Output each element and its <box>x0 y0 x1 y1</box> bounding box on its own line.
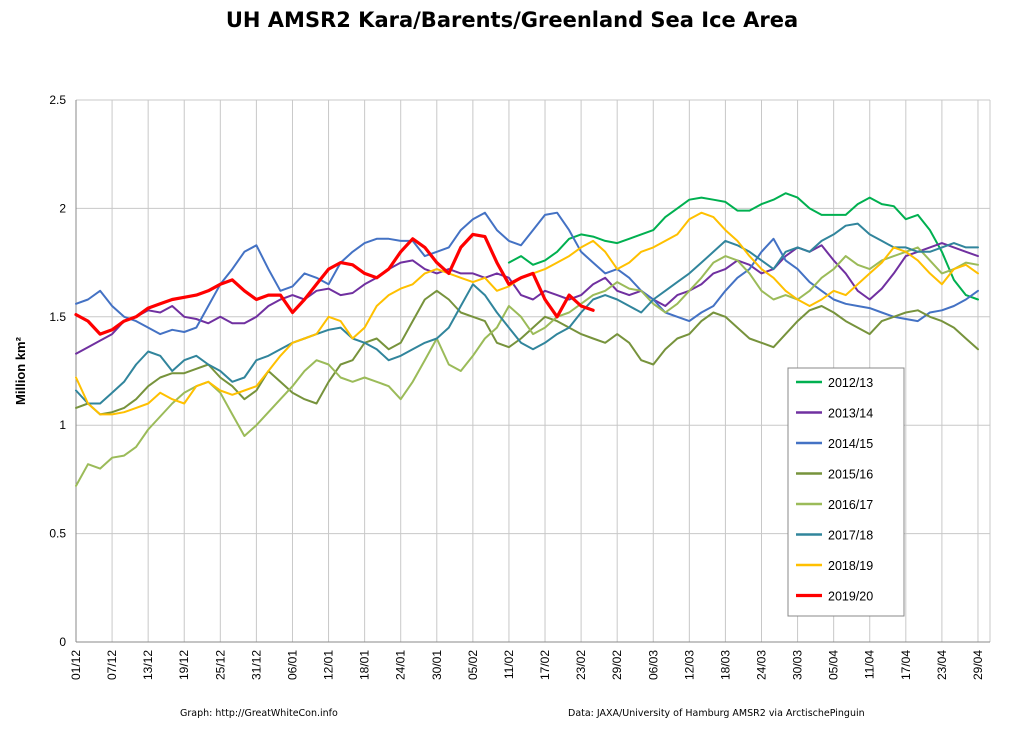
legend-label: 2014/15 <box>828 437 873 451</box>
data-credit: Data: JAXA/University of Hamburg AMSR2 v… <box>568 708 865 719</box>
x-tick-label: 05/02 <box>466 650 480 680</box>
x-tick-label: 05/04 <box>827 650 841 680</box>
series-line-2014-15 <box>75 211 979 336</box>
x-tick-label: 19/12 <box>177 650 191 680</box>
x-tick-label: 18/01 <box>358 650 372 680</box>
x-tick-label: 12/01 <box>322 650 336 680</box>
x-tick-label: 30/03 <box>791 650 805 680</box>
x-tick-label: 06/03 <box>646 650 660 680</box>
x-tick-label: 29/02 <box>610 650 624 680</box>
y-tick-label: 0.5 <box>49 527 66 541</box>
x-tick-label: 17/04 <box>899 650 913 680</box>
x-tick-label: 23/04 <box>935 650 949 680</box>
legend-label: 2019/20 <box>828 590 873 604</box>
x-tick-label: 29/04 <box>971 650 985 680</box>
legend-label: 2018/19 <box>828 559 873 573</box>
x-tick-label: 11/02 <box>502 650 516 679</box>
series-line-2015-16 <box>75 289 979 416</box>
x-tick-label: 24/03 <box>755 650 769 680</box>
x-tick-label: 30/01 <box>430 650 444 680</box>
y-tick-label: 0 <box>59 635 66 649</box>
x-tick-label: 31/12 <box>249 650 263 680</box>
graph-credit: Graph: http://GreatWhiteCon.info <box>180 708 338 719</box>
x-tick-label: 01/12 <box>69 650 83 680</box>
y-tick-label: 2.5 <box>49 93 66 107</box>
legend-label: 2015/16 <box>828 468 873 482</box>
x-tick-label: 25/12 <box>213 650 227 680</box>
series-line-2012-13 <box>507 192 979 301</box>
series-line-2019-20 <box>74 232 595 336</box>
legend-label: 2017/18 <box>828 529 873 543</box>
y-tick-label: 1 <box>59 418 66 432</box>
legend-label: 2016/17 <box>828 498 873 512</box>
series-line-2013-14 <box>75 242 979 355</box>
y-tick-label: 1.5 <box>49 310 66 324</box>
x-tick-label: 24/01 <box>394 650 408 680</box>
series-line-2017-18 <box>75 222 979 405</box>
chart-title: UH AMSR2 Kara/Barents/Greenland Sea Ice … <box>225 8 799 32</box>
x-tick-label: 17/02 <box>538 650 552 680</box>
legend-label: 2012/13 <box>828 376 873 390</box>
x-tick-label: 18/03 <box>718 650 732 680</box>
x-tick-label: 23/02 <box>574 650 588 680</box>
y-tick-label: 2 <box>59 201 66 215</box>
x-tick-label: 11/04 <box>863 650 877 679</box>
series-line-2016-17 <box>75 246 979 487</box>
x-tick-label: 13/12 <box>141 650 155 680</box>
legend-label: 2013/14 <box>828 407 873 421</box>
x-tick-label: 12/03 <box>682 650 696 680</box>
y-axis-label: Million km² <box>13 336 28 405</box>
x-tick-label: 06/01 <box>285 650 299 680</box>
legend-box <box>787 367 905 617</box>
x-tick-label: 07/12 <box>105 650 119 680</box>
